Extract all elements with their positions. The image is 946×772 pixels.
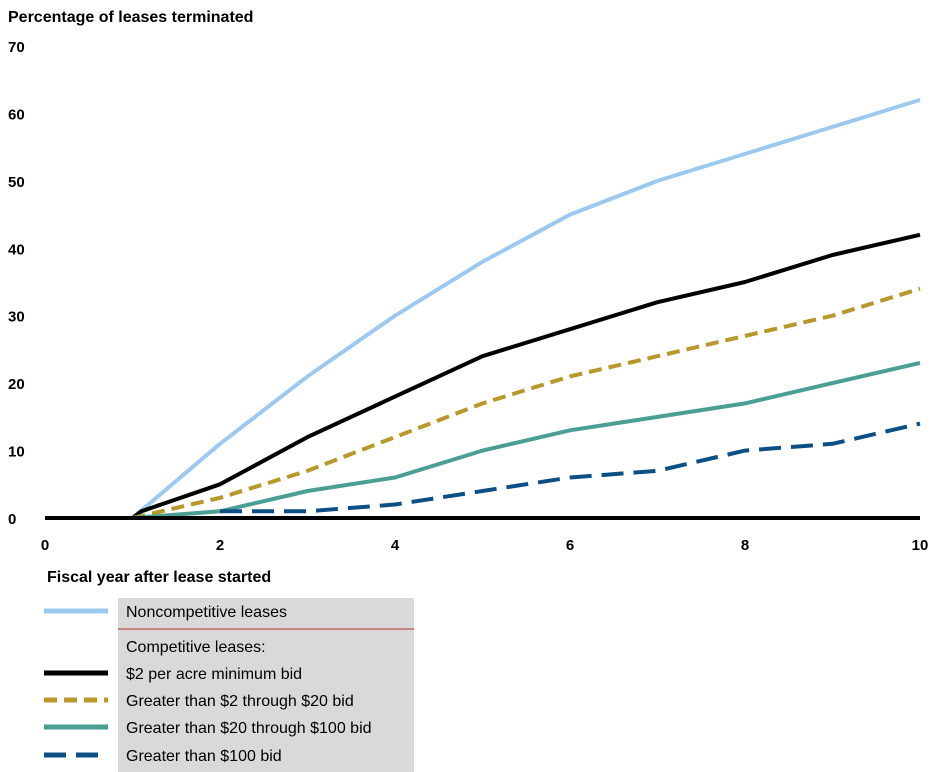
y-tick-label: 70 [8, 39, 25, 56]
y-ticks: 0 10 20 30 40 50 60 70 [8, 39, 25, 528]
x-tick-label: 2 [216, 537, 224, 554]
x-tick-label: 6 [566, 537, 574, 554]
y-tick-label: 60 [8, 106, 25, 123]
y-tick-label: 0 [8, 511, 16, 528]
legend-label-over-100: Greater than $100 bid [126, 748, 282, 765]
series-line-3 [132, 360, 921, 520]
x-ticks: 0 2 4 6 8 10 [41, 537, 929, 554]
x-tick-label: 0 [41, 537, 49, 554]
x-tick-label: 8 [741, 537, 749, 554]
x-axis-title: Fiscal year after lease started [47, 569, 271, 586]
legend-label-20-to-100: Greater than $20 through $100 bid [126, 720, 372, 737]
series-line-2 [132, 286, 921, 520]
y-tick-label: 30 [8, 309, 25, 326]
legend-label-noncompetitive: Noncompetitive leases [126, 604, 287, 621]
y-tick-label: 40 [8, 241, 25, 258]
x-tick-label: 4 [391, 537, 400, 554]
y-tick-label: 20 [8, 376, 25, 393]
legend-group-label: Competitive leases: [126, 639, 266, 656]
plot-area [45, 97, 921, 520]
y-axis-title: Percentage of leases terminated [8, 9, 253, 26]
legend-label-2-to-20: Greater than $2 through $20 bid [126, 693, 354, 710]
series-line-4 [220, 421, 921, 514]
y-tick-label: 50 [8, 174, 25, 191]
x-tick-label: 10 [912, 537, 929, 554]
series-line-1 [45, 232, 921, 520]
legend-label-2-per-acre: $2 per acre minimum bid [126, 666, 302, 683]
legend: Noncompetitive leases Competitive leases… [44, 598, 414, 772]
legend-background [118, 598, 414, 772]
y-tick-label: 10 [8, 444, 25, 461]
series-line-0 [45, 97, 921, 520]
